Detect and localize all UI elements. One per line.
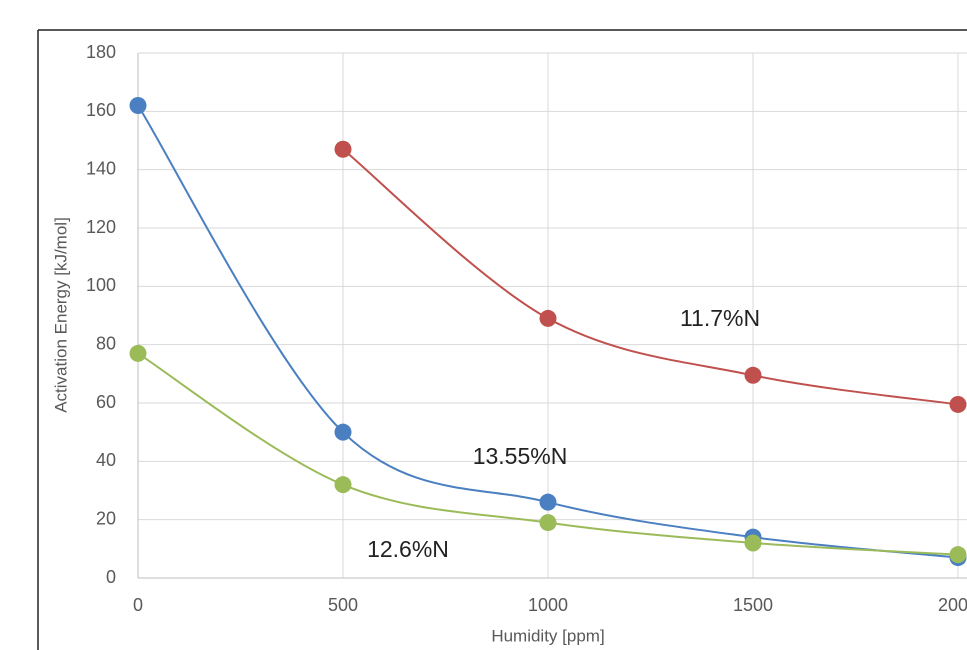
data-point — [744, 366, 762, 384]
series-label: 12.6%N — [367, 536, 449, 562]
x-tick-label: 1500 — [733, 595, 773, 615]
data-point — [334, 423, 352, 441]
y-tick-label: 160 — [86, 100, 116, 120]
y-tick-label: 80 — [96, 333, 116, 353]
data-point — [334, 140, 352, 158]
x-tick-label: 2000 — [938, 595, 967, 615]
y-tick-label: 140 — [86, 158, 116, 178]
x-tick-label: 1000 — [528, 595, 568, 615]
data-point — [949, 546, 967, 564]
data-point — [129, 97, 147, 114]
data-point — [539, 514, 557, 532]
data-point — [129, 344, 147, 362]
series-label: 13.55%N — [473, 443, 568, 469]
data-point — [334, 476, 352, 494]
y-tick-label: 0 — [106, 567, 116, 587]
data-point — [539, 493, 557, 511]
series-line — [137, 104, 959, 559]
y-tick-label: 180 — [86, 42, 116, 62]
x-tick-label: 0 — [133, 595, 143, 615]
y-tick-label: 120 — [86, 217, 116, 237]
series-label: 11.7%N — [680, 305, 760, 331]
x-axis-title: Humidity [ppm] — [491, 626, 604, 645]
y-tick-label: 60 — [96, 392, 116, 412]
x-tick-label: 500 — [328, 595, 358, 615]
y-tick-label: 100 — [86, 275, 116, 295]
data-point — [744, 534, 762, 552]
data-point — [539, 309, 557, 327]
y-tick-label: 40 — [96, 450, 116, 470]
data-point — [949, 395, 967, 413]
y-axis-title: Activation Energy [kJ/mol] — [51, 217, 70, 413]
y-tick-label: 20 — [96, 508, 116, 528]
series-line — [342, 148, 959, 406]
